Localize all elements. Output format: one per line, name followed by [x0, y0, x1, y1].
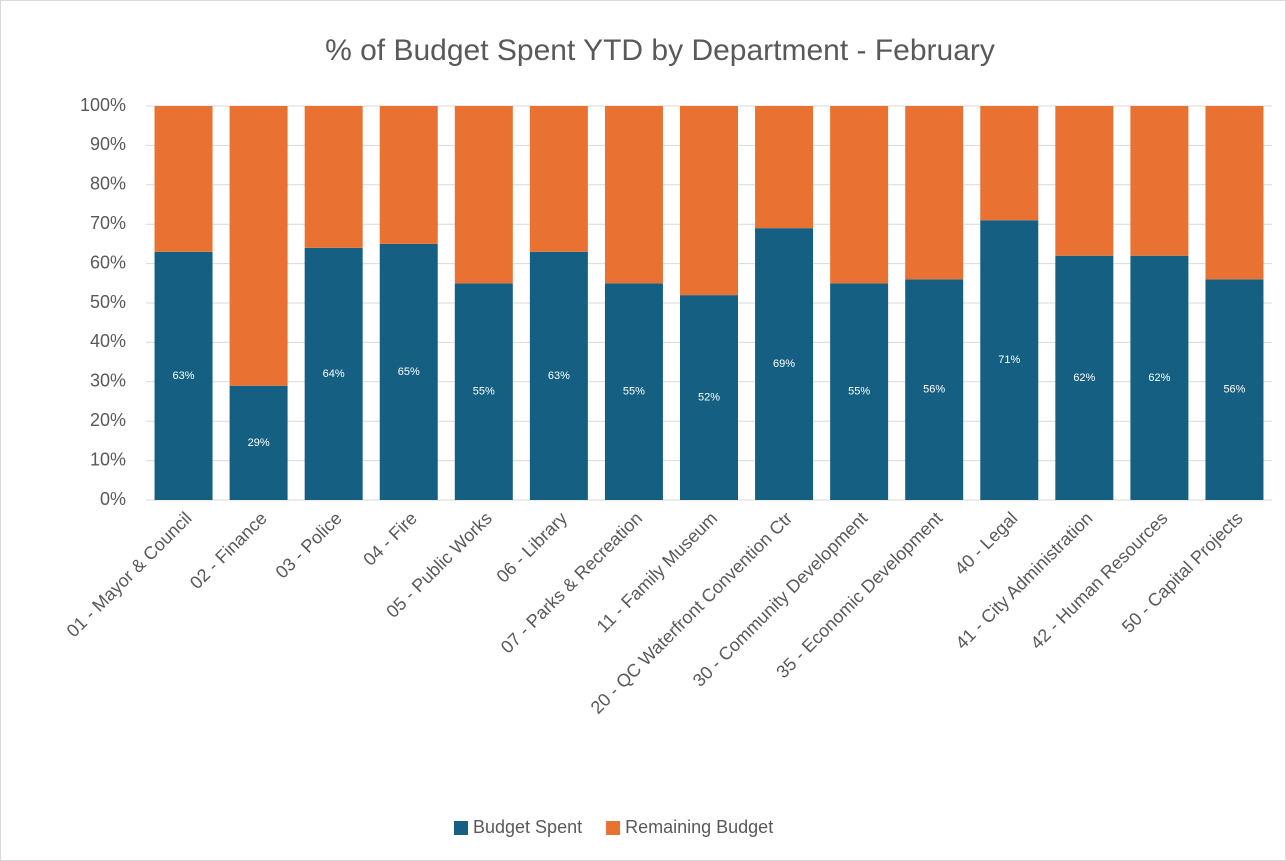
data-label: 63% [173, 370, 195, 382]
bar-segment [755, 228, 814, 500]
data-label: 55% [473, 386, 495, 398]
bar-segment [830, 283, 889, 500]
chart-title: % of Budget Spent YTD by Department - Fe… [325, 34, 995, 67]
bar-segment [304, 247, 363, 500]
bar-segment [229, 106, 288, 386]
bar-segment [529, 251, 588, 500]
bar-segment [680, 106, 738, 296]
bar-segment [604, 106, 663, 284]
data-label: 55% [848, 386, 870, 398]
y-tick-label: 100% [80, 95, 126, 115]
bar-segment [229, 385, 288, 500]
data-label: 29% [248, 437, 270, 449]
data-label: 62% [1148, 372, 1170, 384]
bar-segment [905, 279, 964, 500]
y-tick-label: 60% [90, 252, 126, 272]
legend-label: Budget Spent [473, 817, 582, 837]
bar-segment [529, 106, 588, 252]
bar-segment [1055, 255, 1114, 500]
y-tick-label: 50% [90, 292, 126, 312]
data-label: 56% [923, 384, 945, 396]
bar-segment [379, 106, 438, 244]
bar-segment [454, 283, 513, 500]
bar-segment [304, 106, 363, 248]
bar-segment [980, 106, 1039, 221]
bar-segment [154, 251, 213, 500]
data-label: 52% [698, 391, 720, 403]
bar-segment [1205, 106, 1264, 280]
bar-segment [980, 220, 1039, 500]
bar-segment [379, 243, 438, 500]
bar-segment [454, 106, 513, 284]
data-label: 56% [1223, 384, 1245, 396]
bar-segment [1130, 106, 1189, 256]
y-tick-label: 0% [100, 489, 126, 509]
data-label: 64% [323, 368, 345, 380]
bar-segment [1055, 106, 1114, 256]
data-label: 55% [623, 386, 645, 398]
data-label: 69% [773, 358, 795, 370]
bar-segment [905, 106, 964, 280]
data-label: 63% [548, 370, 570, 382]
y-tick-label: 10% [90, 449, 126, 469]
y-tick-label: 90% [90, 134, 126, 154]
y-tick-label: 80% [90, 174, 126, 194]
legend-swatch [454, 821, 468, 835]
y-tick-label: 70% [90, 213, 126, 233]
bar-segment [1130, 255, 1189, 500]
legend-swatch [606, 821, 621, 835]
legend: Budget Spent Remaining Budget [454, 817, 773, 837]
legend-label: Remaining Budget [625, 817, 773, 837]
y-tick-label: 30% [90, 371, 126, 391]
y-tick-label: 40% [90, 331, 126, 351]
bar-segment [604, 283, 663, 500]
data-label: 71% [998, 354, 1020, 366]
bar-segment [1205, 279, 1264, 500]
bar-segment [680, 295, 738, 500]
bar-segment [154, 106, 213, 252]
bar-segment [755, 106, 814, 229]
data-label: 62% [1073, 372, 1095, 384]
data-label: 65% [398, 366, 420, 378]
y-tick-label: 20% [90, 410, 126, 430]
bar-segment [830, 106, 889, 284]
